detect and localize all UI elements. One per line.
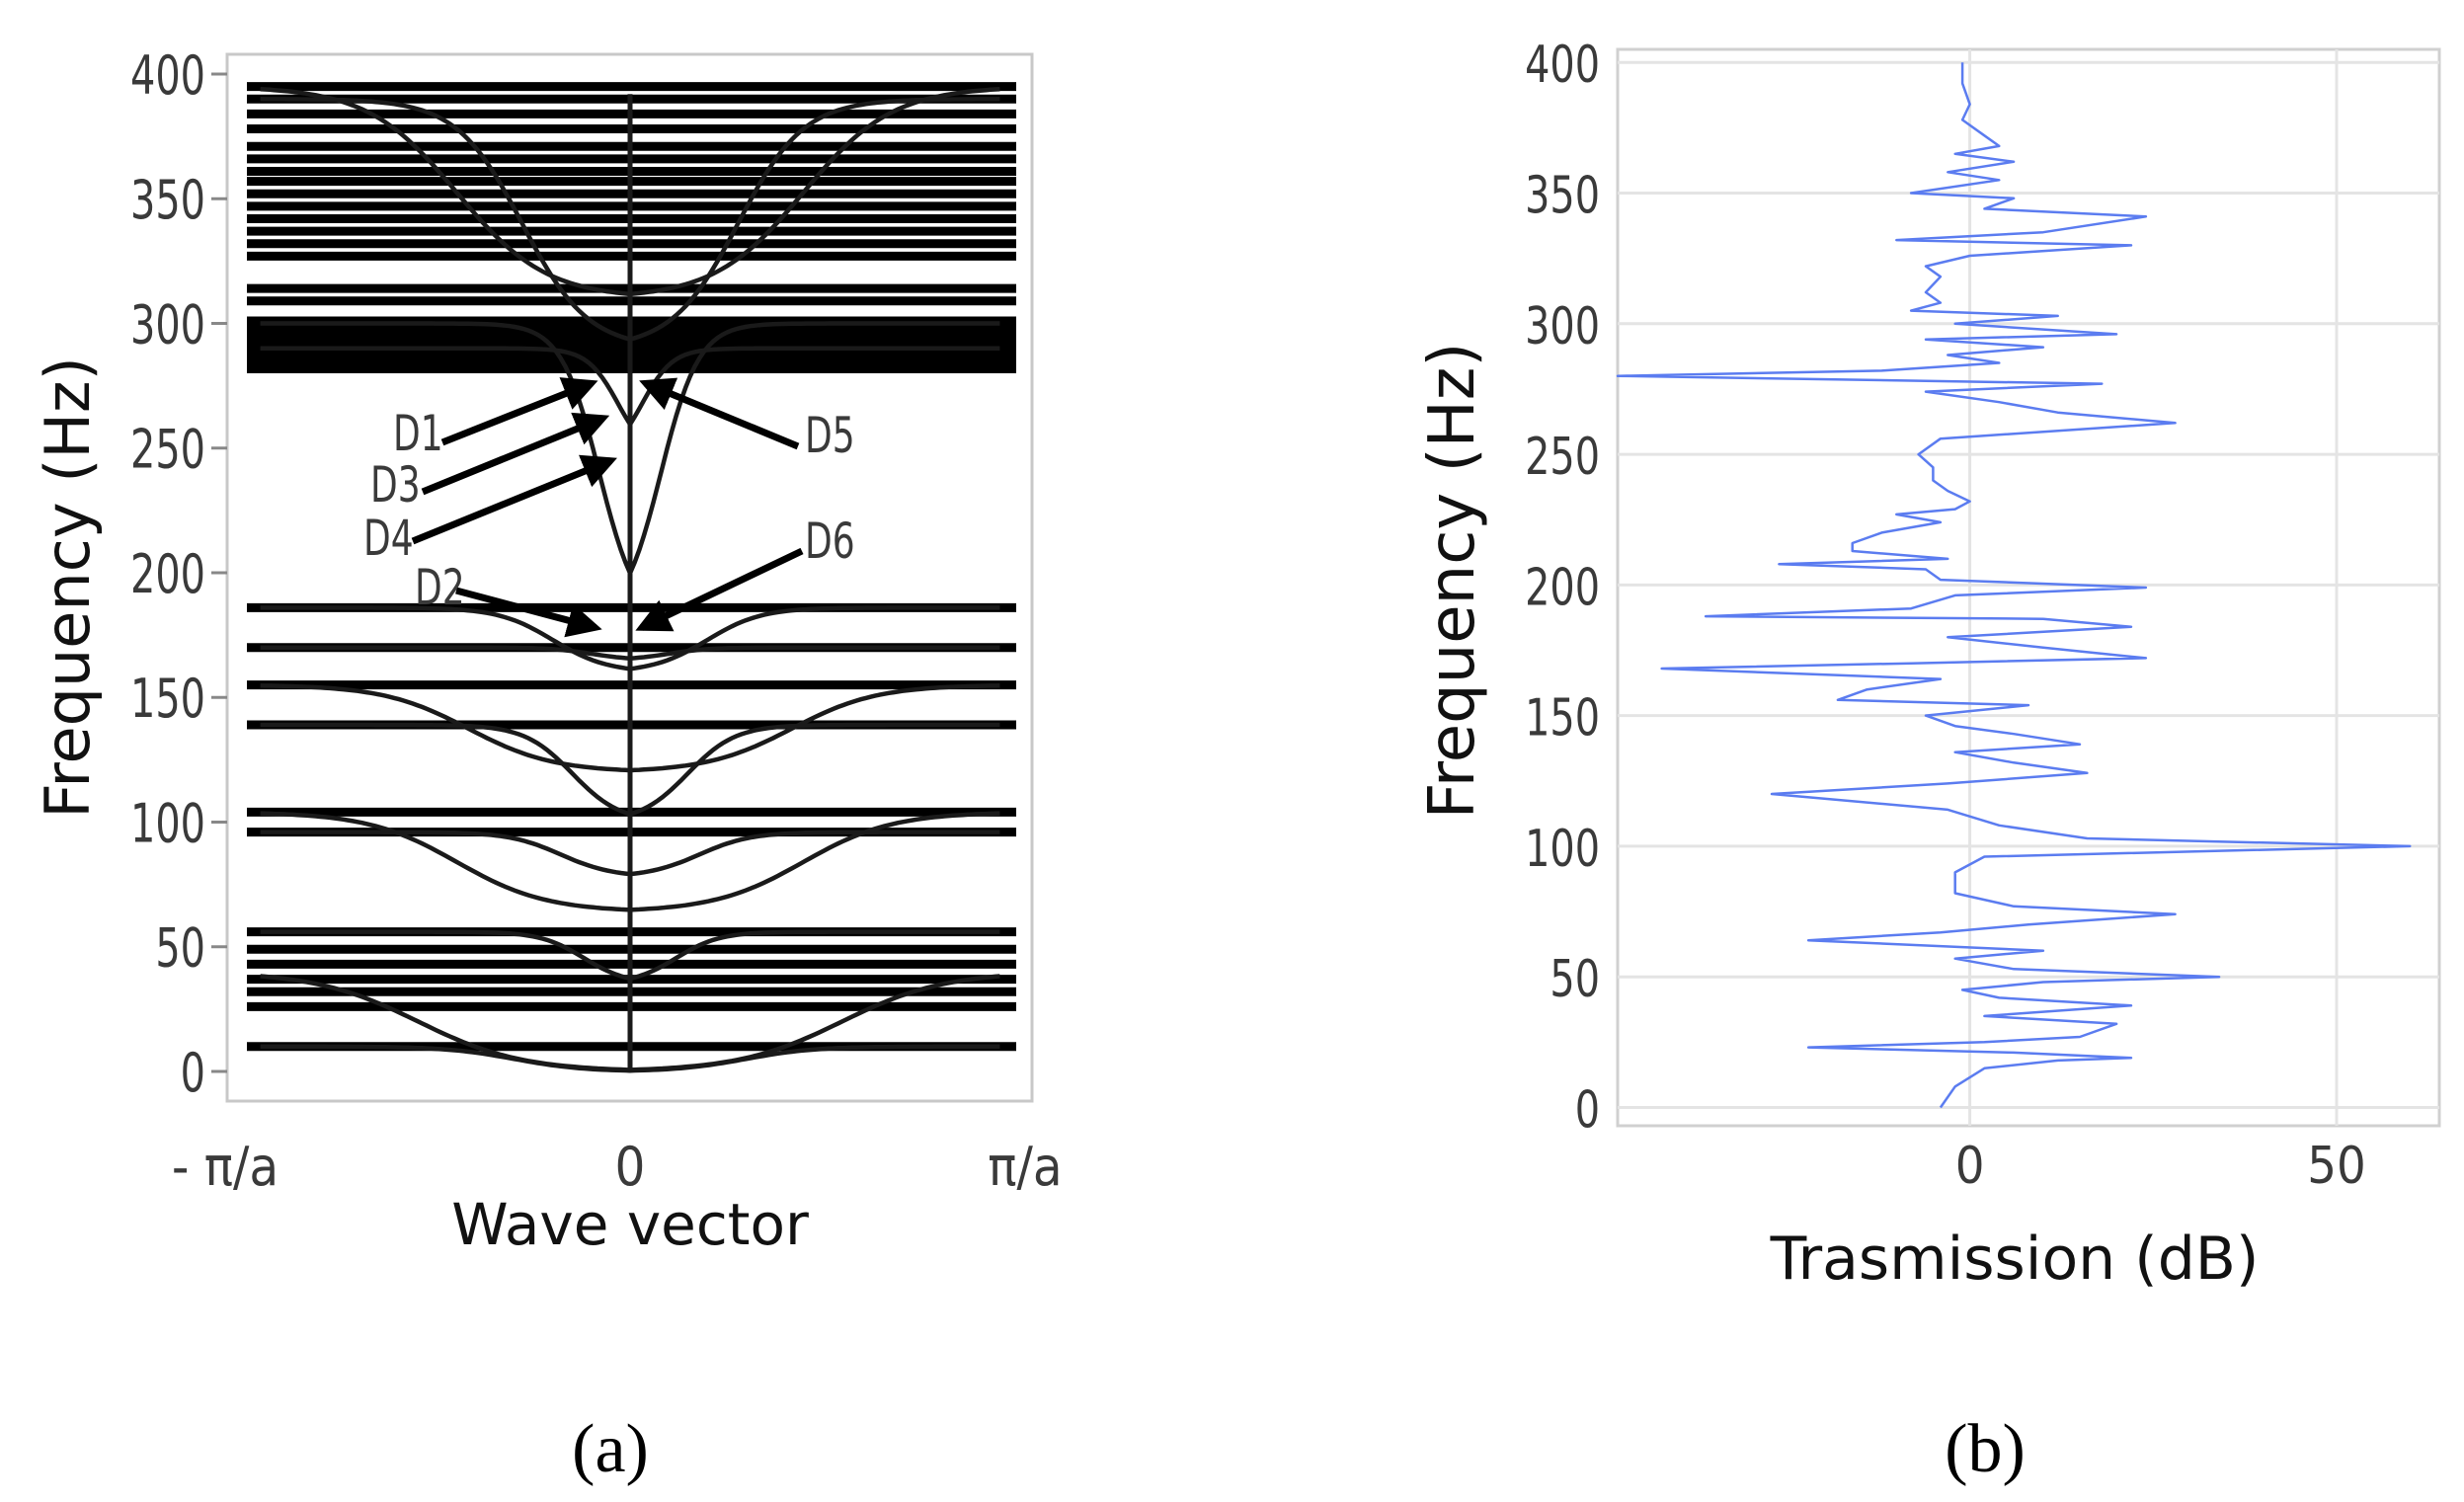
annotation-label-d2: D2 — [415, 559, 465, 617]
y-tick-label: 400 — [130, 44, 205, 107]
y-tick-label: 50 — [1550, 950, 1600, 1009]
y-tick-label: 0 — [181, 1042, 205, 1104]
y-tick-label: 50 — [155, 916, 205, 979]
y-tick-label: 300 — [130, 293, 205, 356]
panel-caption: (b) — [1945, 1411, 2026, 1487]
y-tick-label: 200 — [130, 543, 205, 605]
annotation-label-d3: D3 — [370, 456, 421, 514]
annotation-label-d6: D6 — [805, 513, 855, 571]
panel-a-band-structure: 0 50 100 150 200 250 300 350 400 - π/a 0 π/a Wave ve… — [32, 44, 1063, 1487]
annotation-label-d1: D1 — [393, 405, 443, 463]
y-tick-label: 100 — [1525, 820, 1600, 879]
x-axis-label: Trasmission (dB) — [1770, 1225, 2260, 1294]
x-tick-label: 50 — [2307, 1137, 2366, 1196]
x-tick-label: 0 — [615, 1136, 646, 1198]
annotation-arrow-d5 — [639, 377, 800, 450]
x-tick-label: - π/a — [172, 1136, 278, 1198]
annotation-arrow-d3 — [421, 412, 610, 496]
annotation-label-d5: D5 — [805, 407, 855, 465]
panel-b-transmission: 0 50 100 150 200 250 300 350 400 0 50 Trasmission (… — [1416, 36, 2441, 1487]
y-tick-label: 300 — [1525, 296, 1600, 356]
y-axis-label: Frequency (Hz) — [32, 356, 104, 819]
y-tick-label: 150 — [130, 668, 205, 730]
y-tick-label: 250 — [130, 418, 205, 480]
x-axis-label: Wave vector — [451, 1191, 809, 1258]
plot-frame — [1616, 47, 2441, 1128]
panel-caption: (a) — [572, 1411, 649, 1487]
y-tick-label: 100 — [130, 792, 205, 854]
dispersive-branches — [260, 86, 1000, 1073]
y-tick-label: 0 — [1575, 1080, 1600, 1140]
y-tick-label: 400 — [1525, 36, 1600, 95]
x-tick-label: π/a — [988, 1136, 1062, 1198]
y-tick-label: 200 — [1525, 558, 1600, 617]
annotation-arrow-d2 — [455, 587, 602, 638]
annotation-arrow-d4 — [411, 454, 617, 545]
y-tick-label: 350 — [130, 169, 205, 231]
y-axis-label: Frequency (Hz) — [1416, 343, 1489, 820]
annotation-arrow-d1 — [440, 377, 598, 446]
gridlines — [1618, 49, 2439, 1126]
transmission-series — [1616, 62, 2412, 1109]
x-tick-label: 0 — [1955, 1137, 1985, 1196]
annotation-label-d4: D4 — [363, 510, 414, 568]
annotation-arrow-d6 — [635, 547, 804, 632]
y-tick-label: 250 — [1525, 428, 1600, 487]
y-tick-label: 150 — [1525, 688, 1600, 748]
y-tick-label: 350 — [1525, 166, 1600, 225]
